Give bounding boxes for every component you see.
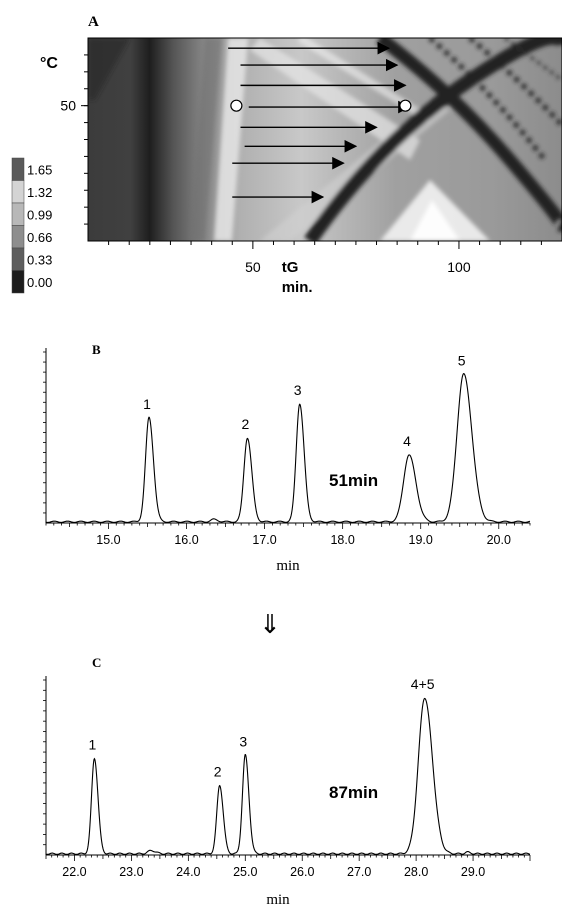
optimum-marker xyxy=(399,99,412,112)
x-tick-label: 26.0 xyxy=(290,865,314,879)
peak-label: 1 xyxy=(89,737,97,753)
colorbar: 1.65 1.32 0.99 0.66 0.33 0.00 xyxy=(11,157,52,294)
x-tick-label: 29.0 xyxy=(461,865,485,879)
colorbar-swatch xyxy=(11,247,25,271)
x-tick-label: 28.0 xyxy=(404,865,428,879)
gradient-time-annotation: 51min xyxy=(329,471,378,490)
colorbar-label: 0.00 xyxy=(27,275,52,290)
heatmap-x-unit: min. xyxy=(282,279,313,296)
panel-c-label: C xyxy=(92,655,101,670)
peak-label: 4+5 xyxy=(411,676,435,692)
colorbar-label: 1.65 xyxy=(27,162,52,177)
heatmap-y-label: °C xyxy=(40,55,58,72)
heatmap-x-tick-label: 50 xyxy=(245,259,261,275)
x-tick-label: 25.0 xyxy=(233,865,257,879)
x-tick-label: 22.0 xyxy=(62,865,86,879)
colorbar-label: 0.33 xyxy=(27,252,52,267)
x-tick-label: 17.0 xyxy=(252,533,276,547)
panel-b-label: B xyxy=(92,342,101,357)
heatmap-x-tick-label: 100 xyxy=(447,259,471,275)
arrows xyxy=(228,41,411,204)
x-axis-label: min xyxy=(266,892,290,908)
gradient-time-annotation: 87min xyxy=(329,783,378,802)
peak-label: 2 xyxy=(214,764,222,780)
panel-b: B 15.0 16.0 17.0 18.0 19.0 20.0 min 1 2 3 4 5 51min xyxy=(43,342,531,574)
peak-label: 1 xyxy=(143,396,151,412)
markers xyxy=(230,99,412,112)
colorbar-swatch xyxy=(11,202,25,226)
colorbar-swatch xyxy=(11,180,25,204)
colorbar-label: 1.32 xyxy=(27,185,52,200)
x-tick-label: 27.0 xyxy=(347,865,371,879)
optimum-marker xyxy=(230,99,243,112)
heatmap-image xyxy=(88,38,562,241)
heatmap-x-label: tG xyxy=(282,259,299,276)
peak-label: 2 xyxy=(242,416,250,432)
down-arrow-icon: ⇓ xyxy=(259,609,281,639)
colorbar-swatch xyxy=(11,270,25,294)
colorbar-label: 0.66 xyxy=(27,230,52,245)
panel-a: A °C 50 50 100 tG xyxy=(11,14,562,296)
chromatogram-trace xyxy=(45,373,531,523)
x-tick-label: 23.0 xyxy=(119,865,143,879)
x-tick-label: 24.0 xyxy=(176,865,200,879)
panel-c: C 22.0 23.0 24.0 25.0 26.0 27.0 28.0 29.0 min 1 2 3… xyxy=(43,655,531,908)
peak-label: 3 xyxy=(239,733,247,749)
peak-label: 3 xyxy=(294,382,302,398)
peak-label: 4 xyxy=(403,433,411,449)
x-tick-label: 18.0 xyxy=(330,533,354,547)
chromatogram-trace xyxy=(45,697,531,855)
x-axis-label: min xyxy=(276,558,300,574)
colorbar-swatch xyxy=(11,157,25,181)
x-tick-label: 16.0 xyxy=(174,533,198,547)
heatmap-y-tick-label: 50 xyxy=(60,98,76,114)
colorbar-swatch xyxy=(11,225,25,249)
x-tick-label: 20.0 xyxy=(487,533,511,547)
x-tick-label: 19.0 xyxy=(409,533,433,547)
peak-label: 5 xyxy=(458,352,466,368)
panel-a-label: A xyxy=(88,14,99,30)
x-tick-label: 15.0 xyxy=(96,533,120,547)
colorbar-label: 0.99 xyxy=(27,207,52,222)
